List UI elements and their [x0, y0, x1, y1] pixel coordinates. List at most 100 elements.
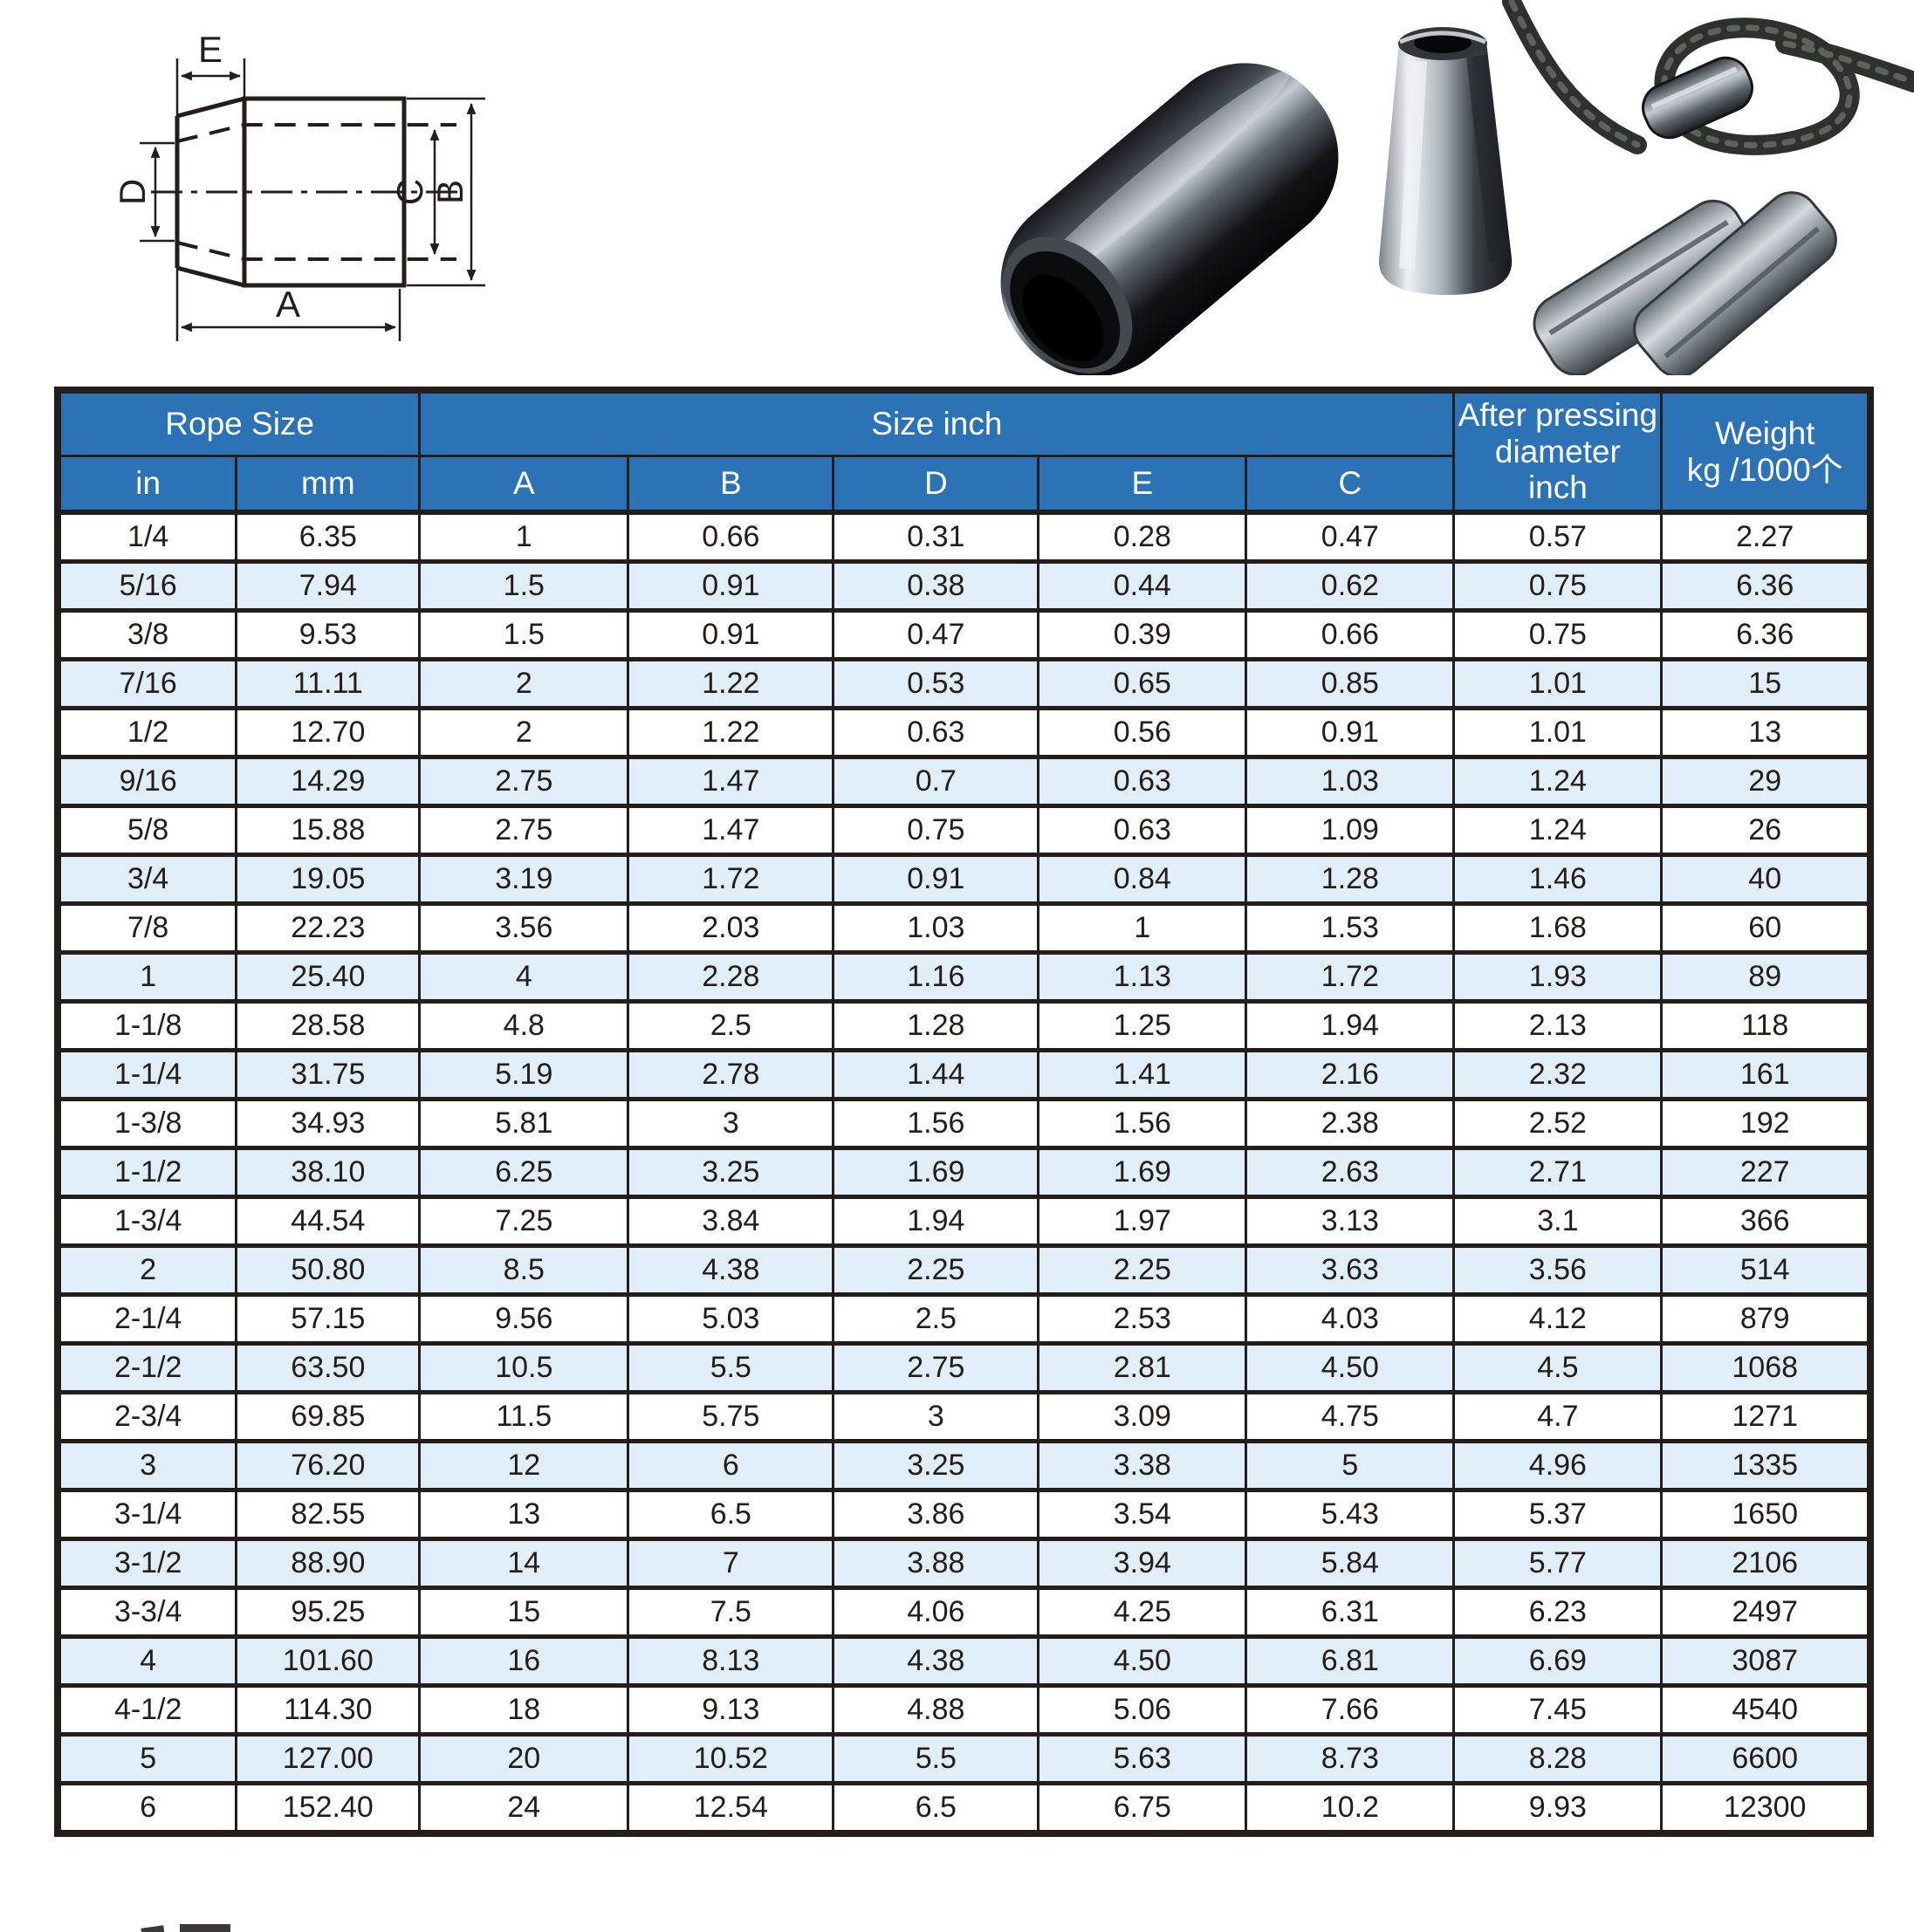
table-cell: 3.09	[1037, 1390, 1248, 1442]
table-cell: 1.16	[832, 950, 1040, 1003]
table-cell: 1.72	[627, 853, 835, 905]
wire-rope	[1502, 0, 1914, 155]
table-cell: 8.73	[1245, 1732, 1456, 1785]
table-cell: 101.60	[235, 1634, 422, 1687]
table-cell: 0.91	[627, 608, 835, 661]
table-cell: 20	[418, 1732, 630, 1785]
table-cell: 1.41	[1037, 1048, 1248, 1100]
table-row: 6 152.40 24 12.54 6.5 6.75 10.2 9.93 12300	[56, 1781, 1872, 1835]
table-cell: 514	[1660, 1243, 1872, 1296]
table-cell: 6.35	[235, 510, 422, 563]
table-cell: 0.75	[1452, 608, 1664, 661]
table-cell: 16	[418, 1634, 630, 1687]
table-cell: 10.52	[627, 1732, 835, 1785]
table-cell: 366	[1660, 1195, 1872, 1247]
table-cell: 0.31	[832, 510, 1040, 563]
table-cell: 3.88	[832, 1537, 1040, 1589]
dimension-diagram: E D C B A	[112, 29, 485, 341]
table-cell: 3.19	[418, 853, 630, 905]
table-cell: 0.84	[1037, 853, 1248, 905]
table-cell: 2.75	[418, 804, 630, 856]
table-cell: 1.13	[1037, 950, 1248, 1003]
table-cell: 1.5	[418, 559, 630, 612]
table-cell: 0.91	[627, 559, 835, 612]
table-cell: 2.27	[1660, 510, 1872, 563]
table-cell: 3.1	[1452, 1195, 1664, 1247]
table-cell: 192	[1660, 1097, 1872, 1149]
header-after-pressing-line: inch	[1527, 469, 1588, 506]
header-weight-line: Weight	[1714, 415, 1815, 452]
table-cell: 2-3/4	[56, 1390, 238, 1442]
table-cell: 1.72	[1245, 950, 1456, 1003]
table-cell: 2.53	[1037, 1292, 1248, 1345]
table-cell: 22.23	[235, 901, 422, 954]
table-cell: 3.86	[832, 1488, 1040, 1540]
table-cell: 3.56	[418, 901, 630, 954]
table-cell: 3.25	[832, 1439, 1040, 1491]
subheader-d: D	[832, 455, 1040, 514]
table-cell: 0.56	[1037, 706, 1248, 758]
table-cell: 1.09	[1245, 804, 1456, 856]
subheader-in: in	[56, 455, 238, 514]
table-cell: 7	[627, 1537, 835, 1589]
table-cell: 1.24	[1452, 804, 1664, 856]
table-cell: 12	[418, 1439, 630, 1491]
table-row: 1-3/4 44.54 7.25 3.84 1.94 1.97 3.13 3.1 366	[56, 1195, 1872, 1247]
table-cell: 0.63	[1037, 804, 1248, 856]
table-cell: 2.38	[1245, 1097, 1456, 1149]
table-cell: 3	[56, 1439, 238, 1491]
table-cell: 69.85	[235, 1390, 422, 1442]
table-cell: 3/4	[56, 853, 238, 905]
table-row: 2-1/2 63.50 10.5 5.5 2.75 2.81 4.50 4.5 1068	[56, 1341, 1872, 1394]
table-cell: 1/4	[56, 510, 238, 563]
table-cell: 31.75	[235, 1048, 422, 1100]
table-row: 4 101.60 16 8.13 4.38 4.50 6.81 6.69 3087	[56, 1634, 1872, 1687]
table-cell: 0.63	[1037, 755, 1248, 807]
table-row: 4-1/2 114.30 18 9.13 4.88 5.06 7.66 7.45 4540	[56, 1683, 1872, 1736]
table-cell: 1.53	[1245, 901, 1456, 954]
table-cell: 6.36	[1660, 559, 1872, 612]
table-cell: 1068	[1660, 1341, 1872, 1394]
table-cell: 40	[1660, 853, 1872, 905]
table-cell: 7.5	[627, 1586, 835, 1638]
table-cell: 0.57	[1452, 510, 1664, 563]
table-cell: 1.69	[1037, 1146, 1248, 1198]
table-row: 1-3/8 34.93 5.81 3 1.56 1.56 2.38 2.52 192	[56, 1097, 1872, 1149]
table-cell: 4.5	[1452, 1341, 1664, 1394]
table-cell: 1-1/4	[56, 1048, 238, 1100]
table-cell: 28.58	[235, 999, 422, 1052]
table-cell: 25.40	[235, 950, 422, 1003]
table-cell: 0.53	[832, 657, 1040, 709]
table-cell: 6.75	[1037, 1781, 1248, 1835]
subheader-c: C	[1245, 455, 1456, 514]
table-cell: 9.13	[627, 1683, 835, 1736]
table-row: 3/4 19.05 3.19 1.72 0.91 0.84 1.28 1.46 40	[56, 853, 1872, 905]
table-cell: 82.55	[235, 1488, 422, 1540]
table-cell: 7.66	[1245, 1683, 1456, 1736]
table-cell: 127.00	[235, 1732, 422, 1785]
table-cell: 9/16	[56, 755, 238, 807]
table-cell: 2-1/2	[56, 1341, 238, 1394]
table-cell: 76.20	[235, 1439, 422, 1491]
table-cell: 1.5	[418, 608, 630, 661]
table-cell: 1	[56, 950, 238, 1003]
table-cell: 14	[418, 1537, 630, 1589]
table-cell: 1.93	[1452, 950, 1664, 1003]
table-cell: 2-1/4	[56, 1292, 238, 1345]
table-cell: 1.69	[832, 1146, 1040, 1198]
table-cell: 6.81	[1245, 1634, 1456, 1687]
table-cell: 2.81	[1037, 1341, 1248, 1394]
table-cell: 6.5	[627, 1488, 835, 1540]
table-cell: 12.70	[235, 706, 422, 758]
table-row: 5/16 7.94 1.5 0.91 0.38 0.44 0.62 0.75 6.36	[56, 559, 1872, 612]
table-cell: 3-1/4	[56, 1488, 238, 1540]
table-cell: 4.03	[1245, 1292, 1456, 1345]
table-cell: 5.06	[1037, 1683, 1248, 1736]
table-cell: 5.5	[627, 1341, 835, 1394]
table-cell: 1.03	[1245, 755, 1456, 807]
table-cell: 1650	[1660, 1488, 1872, 1540]
table-cell: 4	[56, 1634, 238, 1687]
table-row: 3-3/4 95.25 15 7.5 4.06 4.25 6.31 6.23 2497	[56, 1586, 1872, 1638]
table-row: 3-1/4 82.55 13 6.5 3.86 3.54 5.43 5.37 1650	[56, 1488, 1872, 1540]
table-cell: 1-3/8	[56, 1097, 238, 1149]
